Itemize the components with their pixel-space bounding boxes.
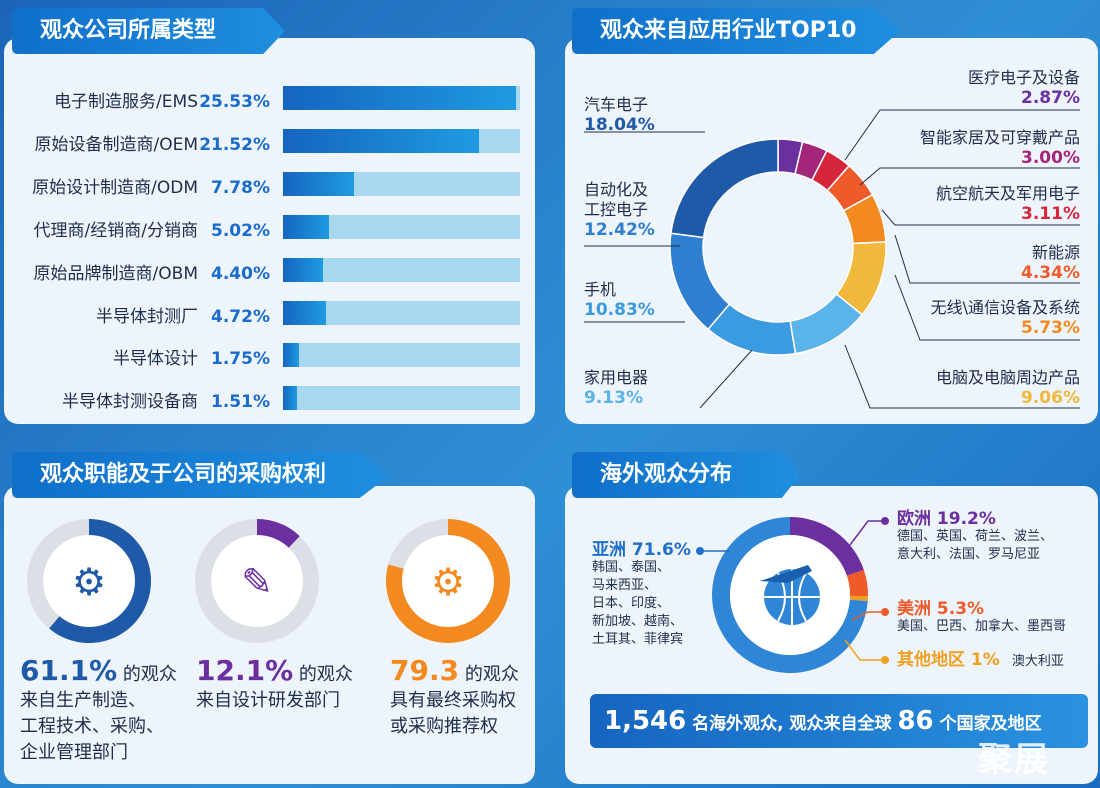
bar-category-label: 半导体封测厂 bbox=[96, 306, 198, 327]
bar-label-row: 原始设计制造商/ODM 7.78% bbox=[0, 173, 270, 198]
bar bbox=[283, 343, 299, 368]
overseas-banner: 1,546 名海外观众, 观众来自全球 86 个国家及地区 bbox=[590, 694, 1088, 748]
label-smart-home: 智能家居及可穿戴产品 3.00% bbox=[919, 128, 1080, 168]
bar-track bbox=[283, 171, 520, 196]
bar-track bbox=[283, 214, 520, 239]
bar-label-row: 半导体设计 1.75% bbox=[0, 344, 270, 369]
stat-design: 12.1% 的观众 来自设计研发部门 bbox=[196, 654, 353, 712]
bar-label-row: 代理商/经销商/分销商 5.02% bbox=[0, 216, 270, 241]
bar-track bbox=[283, 86, 520, 110]
stat-production: 61.1% 的观众 来自生产制造、 工程技术、采购、 企业管理部门 bbox=[20, 654, 177, 764]
bar bbox=[283, 86, 516, 110]
bar-value-label: 5.02% bbox=[211, 220, 270, 241]
bar-label-row: 原始设备制造商/OEM21.52% bbox=[0, 130, 270, 155]
bar-value-label: 21.52% bbox=[199, 134, 270, 155]
region-europe: 欧洲 19.2% 德国、英国、荷兰、波兰、 意大利、法国、罗马尼亚 bbox=[897, 509, 1054, 562]
bar-track bbox=[283, 343, 520, 368]
region-other: 其他地区 1% 澳大利亚 bbox=[897, 650, 1064, 670]
bar bbox=[283, 214, 329, 239]
panel-title-functions: 观众职能及于公司的采购权利 bbox=[12, 452, 390, 498]
region-america: 美洲 5.3% 美国、巴西、加拿大、墨西哥 bbox=[897, 599, 1067, 634]
watermark: 聚展 bbox=[978, 740, 1050, 780]
bar-value-label: 4.40% bbox=[211, 263, 270, 284]
bar-track bbox=[283, 128, 520, 153]
bar-value-label: 4.72% bbox=[211, 306, 270, 327]
bar bbox=[283, 128, 480, 153]
bar-value-label: 1.75% bbox=[211, 349, 270, 370]
bar bbox=[283, 386, 297, 411]
bar-track bbox=[283, 257, 520, 282]
label-medical: 医疗电子及设备 2.87% bbox=[967, 68, 1080, 108]
label-auto-electronics: 汽车电子 18.04% bbox=[584, 95, 655, 135]
label-home-appliances: 家用电器 9.13% bbox=[584, 368, 649, 408]
label-aerospace: 航空航天及军用电子 3.11% bbox=[935, 184, 1080, 224]
bar-track bbox=[283, 300, 520, 325]
label-wireless: 无线\通信设备及系统 5.73% bbox=[930, 298, 1080, 338]
bar-category-label: 原始品牌制造商/OBM bbox=[33, 263, 198, 284]
bar-category-label: 半导体设计 bbox=[113, 349, 198, 370]
bar bbox=[283, 257, 324, 282]
bar bbox=[283, 300, 327, 325]
bar-value-label: 7.78% bbox=[211, 177, 270, 198]
bar-value-label: 25.53% bbox=[199, 92, 270, 112]
panel-title-company-types: 观众公司所属类型 bbox=[12, 8, 285, 54]
bar-label-row: 原始品牌制造商/OBM 4.40% bbox=[0, 259, 270, 284]
bar-category-label: 原始设计制造商/ODM bbox=[32, 177, 198, 198]
label-new-energy: 新能源 4.34% bbox=[1021, 243, 1080, 283]
bar-category-label: 电子制造服务/EMS bbox=[54, 92, 198, 112]
region-asia: 亚洲 71.6% 韩国、泰国、 马来西亚、 日本、印度、 新加坡、越南、 土耳其、菲律宾 bbox=[592, 540, 691, 647]
bar bbox=[283, 171, 354, 196]
label-automation: 自动化及 工控电子 12.42% bbox=[584, 180, 655, 240]
bar-category-label: 代理商/经销商/分销商 bbox=[33, 220, 198, 241]
bar-label-row: 半导体封测厂 4.72% bbox=[0, 302, 270, 327]
label-computer: 电脑及电脑周边产品 9.06% bbox=[935, 368, 1080, 408]
bar-track bbox=[283, 386, 520, 411]
panel-title-industries: 观众来自应用行业TOP10 bbox=[572, 8, 900, 54]
bar-label-row: 电子制造服务/EMS25.53% bbox=[0, 87, 270, 112]
bar-category-label: 原始设备制造商/OEM bbox=[34, 134, 198, 155]
bar-label-row: 半导体封测设备商 1.51% bbox=[0, 387, 270, 412]
bar-category-label: 半导体封测设备商 bbox=[62, 392, 198, 413]
panel-title-overseas: 海外观众分布 bbox=[572, 452, 800, 498]
label-mobile: 手机 10.83% bbox=[584, 280, 655, 320]
stat-purchase: 79.3 的观众 具有最终采购权 或采购推荐权 bbox=[390, 654, 519, 738]
bar-value-label: 1.51% bbox=[211, 392, 270, 413]
